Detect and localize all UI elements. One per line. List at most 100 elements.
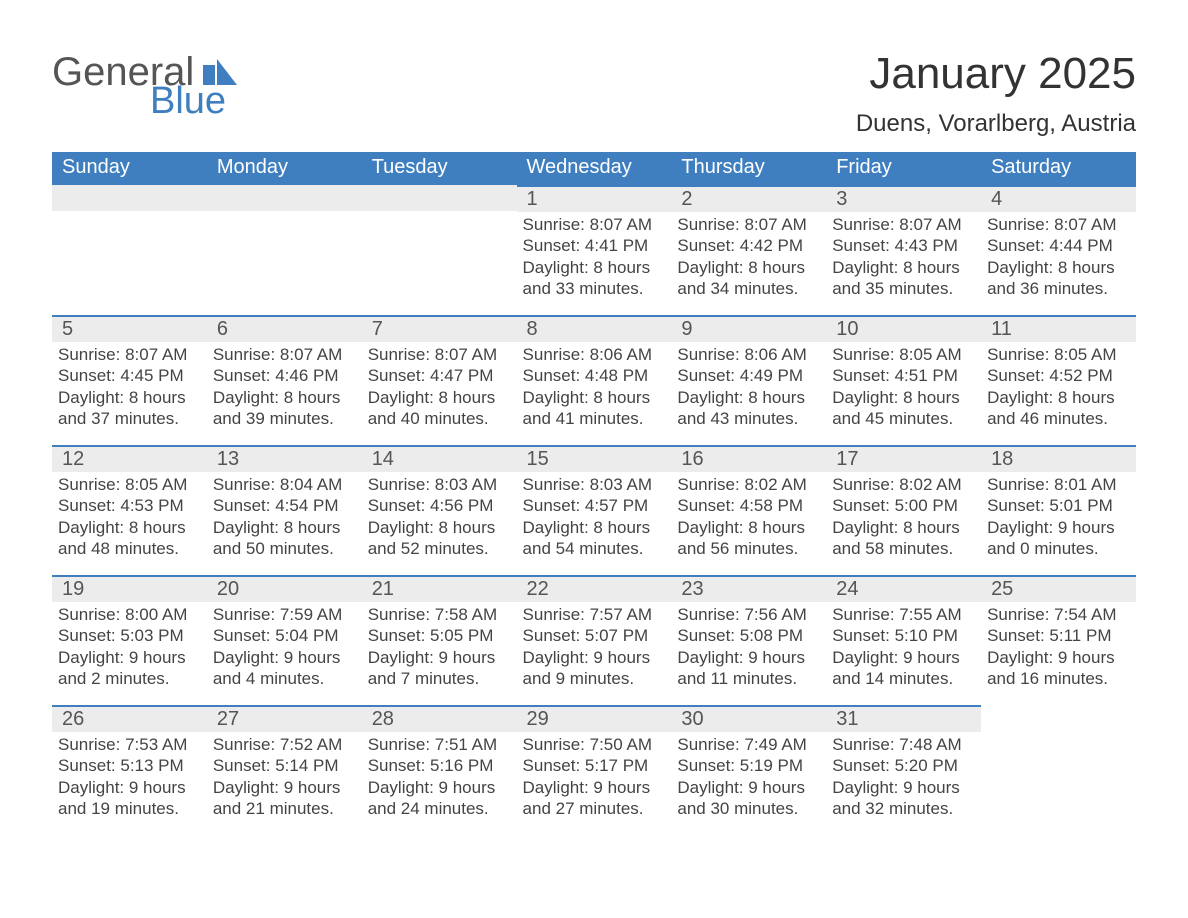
sunset-line: Sunset: 4:58 PM xyxy=(675,495,816,516)
daylight-line: Daylight: 9 hours and 30 minutes. xyxy=(675,777,816,820)
sunrise-line: Sunrise: 8:03 AM xyxy=(366,474,507,495)
day-details: Sunrise: 7:58 AMSunset: 5:05 PMDaylight:… xyxy=(362,602,517,691)
calendar-day-cell xyxy=(981,705,1136,835)
sunrise-line: Sunrise: 8:07 AM xyxy=(985,214,1126,235)
daylight-line: Daylight: 8 hours and 33 minutes. xyxy=(521,257,662,300)
day-number: 10 xyxy=(826,315,981,342)
day-number: 25 xyxy=(981,575,1136,602)
calendar-day-cell: 17Sunrise: 8:02 AMSunset: 5:00 PMDayligh… xyxy=(826,445,981,575)
sunset-line: Sunset: 5:16 PM xyxy=(366,755,507,776)
daylight-line: Daylight: 9 hours and 9 minutes. xyxy=(521,647,662,690)
day-number: 2 xyxy=(671,185,826,212)
day-number: 30 xyxy=(671,705,826,732)
sunrise-line: Sunrise: 8:07 AM xyxy=(675,214,816,235)
day-number: 24 xyxy=(826,575,981,602)
calendar-day-cell: 26Sunrise: 7:53 AMSunset: 5:13 PMDayligh… xyxy=(52,705,207,835)
day-details: Sunrise: 8:03 AMSunset: 4:56 PMDaylight:… xyxy=(362,472,517,561)
calendar-week-row: 1Sunrise: 8:07 AMSunset: 4:41 PMDaylight… xyxy=(52,185,1136,315)
sunset-line: Sunset: 4:41 PM xyxy=(521,235,662,256)
calendar-week-row: 12Sunrise: 8:05 AMSunset: 4:53 PMDayligh… xyxy=(52,445,1136,575)
day-details: Sunrise: 8:05 AMSunset: 4:51 PMDaylight:… xyxy=(826,342,981,431)
sunset-line: Sunset: 4:54 PM xyxy=(211,495,352,516)
day-details: Sunrise: 7:49 AMSunset: 5:19 PMDaylight:… xyxy=(671,732,826,821)
daylight-line: Daylight: 8 hours and 56 minutes. xyxy=(675,517,816,560)
sunrise-line: Sunrise: 8:04 AM xyxy=(211,474,352,495)
day-number: 29 xyxy=(517,705,672,732)
day-number: 7 xyxy=(362,315,517,342)
calendar-day-cell: 13Sunrise: 8:04 AMSunset: 4:54 PMDayligh… xyxy=(207,445,362,575)
daylight-line: Daylight: 8 hours and 45 minutes. xyxy=(830,387,971,430)
calendar-day-cell: 29Sunrise: 7:50 AMSunset: 5:17 PMDayligh… xyxy=(517,705,672,835)
empty-day-band xyxy=(207,185,362,211)
weekday-header: Thursday xyxy=(671,152,826,185)
day-details: Sunrise: 7:50 AMSunset: 5:17 PMDaylight:… xyxy=(517,732,672,821)
day-details: Sunrise: 8:07 AMSunset: 4:46 PMDaylight:… xyxy=(207,342,362,431)
calendar-day-cell xyxy=(52,185,207,315)
day-details: Sunrise: 8:07 AMSunset: 4:47 PMDaylight:… xyxy=(362,342,517,431)
sunset-line: Sunset: 5:03 PM xyxy=(56,625,197,646)
day-details: Sunrise: 8:07 AMSunset: 4:42 PMDaylight:… xyxy=(671,212,826,301)
sunrise-line: Sunrise: 7:55 AM xyxy=(830,604,971,625)
day-details: Sunrise: 8:03 AMSunset: 4:57 PMDaylight:… xyxy=(517,472,672,561)
calendar-day-cell: 30Sunrise: 7:49 AMSunset: 5:19 PMDayligh… xyxy=(671,705,826,835)
day-details: Sunrise: 7:54 AMSunset: 5:11 PMDaylight:… xyxy=(981,602,1136,691)
sunset-line: Sunset: 4:45 PM xyxy=(56,365,197,386)
calendar-day-cell: 18Sunrise: 8:01 AMSunset: 5:01 PMDayligh… xyxy=(981,445,1136,575)
calendar-table: Sunday Monday Tuesday Wednesday Thursday… xyxy=(52,152,1136,835)
day-number: 14 xyxy=(362,445,517,472)
calendar-day-cell: 21Sunrise: 7:58 AMSunset: 5:05 PMDayligh… xyxy=(362,575,517,705)
day-number: 20 xyxy=(207,575,362,602)
sunrise-line: Sunrise: 7:56 AM xyxy=(675,604,816,625)
day-number: 5 xyxy=(52,315,207,342)
daylight-line: Daylight: 9 hours and 0 minutes. xyxy=(985,517,1126,560)
day-details: Sunrise: 8:06 AMSunset: 4:48 PMDaylight:… xyxy=(517,342,672,431)
daylight-line: Daylight: 8 hours and 35 minutes. xyxy=(830,257,971,300)
calendar-day-cell: 6Sunrise: 8:07 AMSunset: 4:46 PMDaylight… xyxy=(207,315,362,445)
weekday-header: Tuesday xyxy=(362,152,517,185)
day-details: Sunrise: 7:59 AMSunset: 5:04 PMDaylight:… xyxy=(207,602,362,691)
weekday-header-row: Sunday Monday Tuesday Wednesday Thursday… xyxy=(52,152,1136,185)
calendar-day-cell: 9Sunrise: 8:06 AMSunset: 4:49 PMDaylight… xyxy=(671,315,826,445)
calendar-day-cell: 24Sunrise: 7:55 AMSunset: 5:10 PMDayligh… xyxy=(826,575,981,705)
day-number: 11 xyxy=(981,315,1136,342)
daylight-line: Daylight: 9 hours and 32 minutes. xyxy=(830,777,971,820)
day-number: 12 xyxy=(52,445,207,472)
sunset-line: Sunset: 5:05 PM xyxy=(366,625,507,646)
day-details: Sunrise: 7:55 AMSunset: 5:10 PMDaylight:… xyxy=(826,602,981,691)
day-details: Sunrise: 7:56 AMSunset: 5:08 PMDaylight:… xyxy=(671,602,826,691)
sunset-line: Sunset: 4:51 PM xyxy=(830,365,971,386)
sunset-line: Sunset: 4:43 PM xyxy=(830,235,971,256)
day-number: 13 xyxy=(207,445,362,472)
calendar-day-cell: 31Sunrise: 7:48 AMSunset: 5:20 PMDayligh… xyxy=(826,705,981,835)
calendar-day-cell: 20Sunrise: 7:59 AMSunset: 5:04 PMDayligh… xyxy=(207,575,362,705)
day-details: Sunrise: 8:05 AMSunset: 4:53 PMDaylight:… xyxy=(52,472,207,561)
daylight-line: Daylight: 8 hours and 58 minutes. xyxy=(830,517,971,560)
daylight-line: Daylight: 8 hours and 41 minutes. xyxy=(521,387,662,430)
sunset-line: Sunset: 5:13 PM xyxy=(56,755,197,776)
day-details: Sunrise: 8:00 AMSunset: 5:03 PMDaylight:… xyxy=(52,602,207,691)
calendar-day-cell: 28Sunrise: 7:51 AMSunset: 5:16 PMDayligh… xyxy=(362,705,517,835)
day-details: Sunrise: 8:06 AMSunset: 4:49 PMDaylight:… xyxy=(671,342,826,431)
daylight-line: Daylight: 9 hours and 16 minutes. xyxy=(985,647,1126,690)
daylight-line: Daylight: 8 hours and 43 minutes. xyxy=(675,387,816,430)
sunset-line: Sunset: 4:52 PM xyxy=(985,365,1126,386)
sunset-line: Sunset: 5:08 PM xyxy=(675,625,816,646)
day-number: 6 xyxy=(207,315,362,342)
daylight-line: Daylight: 8 hours and 50 minutes. xyxy=(211,517,352,560)
sunrise-line: Sunrise: 7:48 AM xyxy=(830,734,971,755)
calendar-page: General Blue January 2025 Duens, Vorarlb… xyxy=(0,0,1188,918)
sunrise-line: Sunrise: 8:05 AM xyxy=(830,344,971,365)
daylight-line: Daylight: 8 hours and 52 minutes. xyxy=(366,517,507,560)
sunset-line: Sunset: 4:46 PM xyxy=(211,365,352,386)
brand-text-blue: Blue xyxy=(150,82,226,120)
calendar-day-cell: 7Sunrise: 8:07 AMSunset: 4:47 PMDaylight… xyxy=(362,315,517,445)
sunrise-line: Sunrise: 7:58 AM xyxy=(366,604,507,625)
daylight-line: Daylight: 9 hours and 4 minutes. xyxy=(211,647,352,690)
sunrise-line: Sunrise: 7:51 AM xyxy=(366,734,507,755)
sunrise-line: Sunrise: 7:53 AM xyxy=(56,734,197,755)
calendar-day-cell xyxy=(207,185,362,315)
calendar-week-row: 5Sunrise: 8:07 AMSunset: 4:45 PMDaylight… xyxy=(52,315,1136,445)
header: General Blue January 2025 Duens, Vorarlb… xyxy=(52,52,1136,148)
calendar-day-cell: 14Sunrise: 8:03 AMSunset: 4:56 PMDayligh… xyxy=(362,445,517,575)
calendar-day-cell: 3Sunrise: 8:07 AMSunset: 4:43 PMDaylight… xyxy=(826,185,981,315)
